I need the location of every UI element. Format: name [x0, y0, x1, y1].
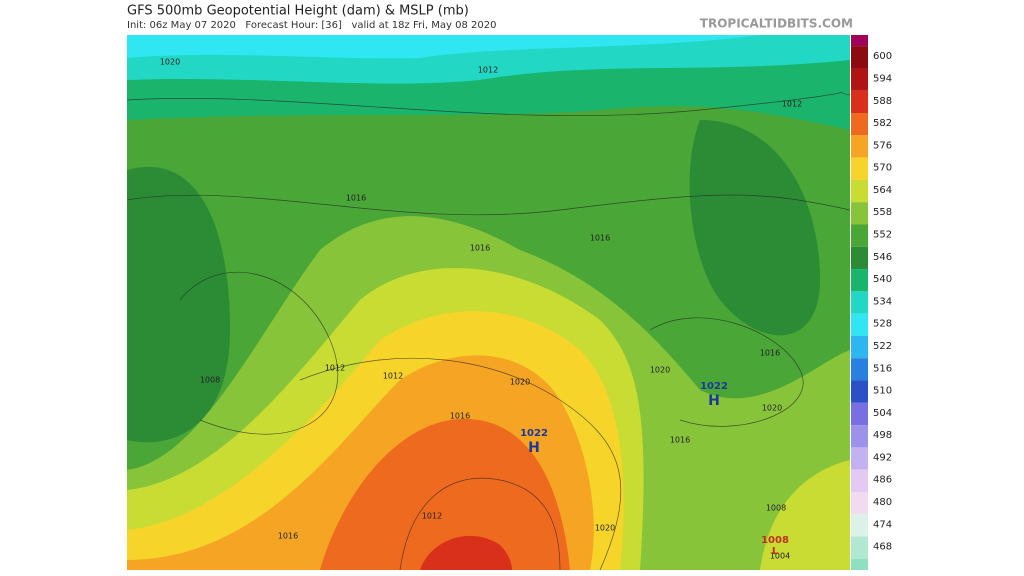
isobar-label: 1016: [470, 244, 490, 253]
colorbar-swatch: [851, 425, 868, 448]
isobar-label: 1020: [650, 366, 670, 375]
isobar-label: 1020: [762, 404, 782, 413]
colorbar-swatch: [851, 447, 868, 470]
colorbar-label: 558: [873, 207, 892, 218]
isobar-label: 1016: [450, 412, 470, 421]
colorbar-label: 552: [873, 230, 892, 241]
colorbar-label: 528: [873, 319, 892, 330]
colorbar-swatch: [851, 291, 868, 314]
isobar-label: 1012: [325, 364, 345, 373]
colorbar-swatch: [851, 224, 868, 247]
colorbar-label: 582: [873, 118, 892, 129]
colorbar-label: 498: [873, 430, 892, 441]
subtitle: Init: 06z May 07 2020 Forecast Hour: [36…: [127, 20, 496, 31]
isobar-label: 1020: [160, 58, 180, 67]
isobar-label: 1016: [346, 194, 366, 203]
low-pressure-value: 1008: [761, 535, 789, 546]
colorbar-label: 594: [873, 73, 892, 84]
colorbar-top: [851, 35, 868, 47]
colorbar-label: 480: [873, 497, 892, 508]
colorbar-label: 468: [873, 542, 892, 553]
colorbar-label: 486: [873, 475, 892, 486]
colorbar-swatch: [851, 68, 868, 91]
colorbar-label: 516: [873, 363, 892, 374]
isobar-label: 1016: [760, 349, 780, 358]
colorbar-swatch: [851, 202, 868, 225]
colorbar-label: 600: [873, 51, 892, 62]
brand: TROPICALTIDBITS.COM: [700, 17, 853, 31]
high-pressure-value: 1022: [520, 428, 548, 439]
isobar-label: 1004: [770, 552, 790, 561]
isobar-label: 1012: [383, 372, 403, 381]
colorbar-swatch: [851, 536, 868, 559]
colorbar-swatch: [851, 514, 868, 537]
high-pressure-mark: H: [708, 393, 720, 409]
low-pressure-mark: L: [772, 546, 779, 557]
high-pressure-value: 1022: [700, 381, 728, 392]
isobar-label: 1008: [766, 504, 786, 513]
colorbar-swatch: [851, 90, 868, 114]
isobar-label: 1020: [510, 378, 530, 387]
isobar-label: 1016: [278, 532, 298, 541]
colorbar: 600 594 588 582 576 570 564 558 552 546 540 534 528 5…: [851, 35, 892, 570]
colorbar-swatch: [851, 246, 868, 270]
colorbar-label: 540: [873, 274, 892, 285]
isobar-label: 1008: [200, 376, 220, 385]
colorbar-label: 474: [873, 519, 892, 530]
colorbar-label: 504: [873, 408, 892, 419]
colorbar-label: 570: [873, 163, 892, 174]
isobar-label: 1016: [590, 234, 610, 243]
colorbar-label: 510: [873, 386, 892, 397]
colorbar-swatch: [851, 157, 868, 180]
colorbar-swatch: [851, 269, 868, 292]
colorbar-swatch: [851, 179, 868, 203]
colorbar-label: 534: [873, 296, 892, 307]
isobar-label: 1012: [782, 100, 802, 109]
colorbar-swatch: [851, 335, 868, 359]
isobar-label: 1016: [670, 436, 690, 445]
colorbar-swatch: [851, 358, 868, 381]
colorbar-label: 576: [873, 140, 892, 151]
map: [127, 35, 850, 570]
colorbar-swatch: [851, 46, 868, 69]
colorbar-swatch: [851, 402, 868, 426]
high-pressure-mark: H: [528, 440, 540, 456]
colorbar-swatch: [851, 135, 868, 158]
isobar-label: 1012: [478, 66, 498, 75]
colorbar-bottom: [851, 558, 868, 570]
colorbar-label: 522: [873, 341, 892, 352]
colorbar-label: 564: [873, 185, 892, 196]
colorbar-label: 546: [873, 252, 892, 263]
title: GFS 500mb Geopotential Height (dam) & MS…: [127, 4, 469, 19]
map-labels: 1020 1012 1012 1016 1016 1016 1012 1012 1020 1008…: [160, 58, 802, 561]
isobar-label: 1012: [422, 512, 442, 521]
colorbar-label: 588: [873, 96, 892, 107]
colorbar-swatch: [851, 113, 868, 136]
isobar-label: 1020: [595, 524, 615, 533]
colorbar-swatch: [851, 491, 868, 515]
colorbar-swatch: [851, 313, 868, 336]
colorbar-label: 492: [873, 452, 892, 463]
colorbar-swatch: [851, 469, 868, 492]
colorbar-swatch: [851, 380, 868, 403]
